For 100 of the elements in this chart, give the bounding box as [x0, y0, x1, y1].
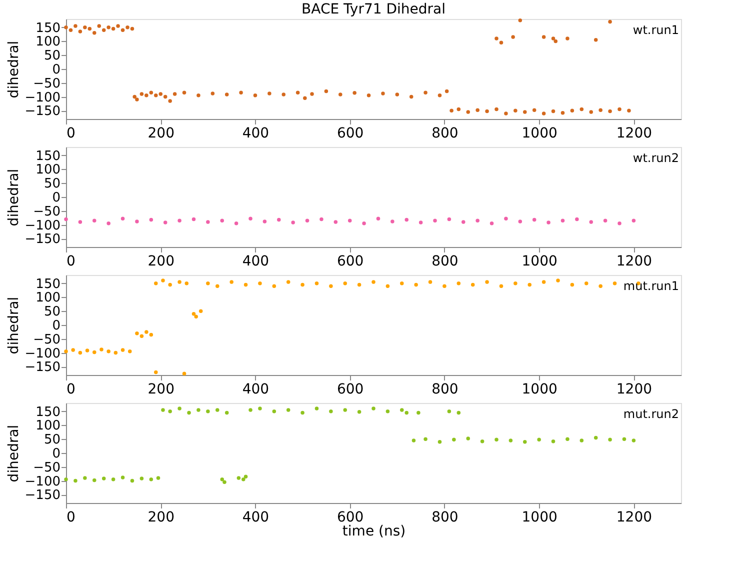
point — [528, 282, 532, 287]
point — [102, 476, 106, 480]
y-tick-label: −150 — [24, 360, 60, 376]
y-tick-label: −100 — [24, 218, 60, 234]
point — [428, 280, 432, 284]
point — [78, 350, 82, 355]
point — [111, 478, 116, 482]
point — [244, 282, 248, 287]
point — [194, 314, 198, 319]
point — [135, 331, 139, 336]
x-tick-label: 1200 — [616, 254, 652, 270]
point — [372, 406, 376, 410]
point — [508, 438, 513, 442]
point — [598, 284, 602, 288]
y-axis-title: dihedral — [6, 296, 22, 354]
point — [222, 480, 226, 484]
point — [248, 408, 252, 412]
point — [514, 281, 518, 286]
point — [149, 332, 154, 337]
point — [120, 476, 125, 480]
point — [178, 280, 182, 284]
point — [161, 278, 165, 282]
x-tick-label: 600 — [336, 254, 364, 270]
point — [480, 439, 484, 444]
chart-title: BACE Tyr71 Dihedral — [302, 2, 446, 18]
x-tick-label: 200 — [148, 254, 174, 270]
y-tick-label: 0 — [52, 62, 60, 78]
y-tick-label: −100 — [24, 346, 60, 362]
annotation: wt.run2 — [632, 151, 679, 165]
point — [466, 436, 470, 440]
point — [242, 478, 246, 482]
point — [144, 330, 148, 334]
point — [130, 478, 134, 483]
point — [357, 410, 362, 414]
point — [206, 409, 210, 414]
x-tick-label: 1200 — [616, 510, 652, 526]
point — [456, 410, 461, 415]
point — [206, 281, 210, 286]
point — [424, 437, 428, 441]
point — [622, 437, 626, 441]
point — [594, 436, 598, 440]
point — [343, 408, 347, 412]
x-tick-label: 800 — [432, 510, 458, 526]
x-tick-label: 600 — [336, 126, 364, 142]
point — [64, 350, 68, 354]
annotation: wt.run1 — [632, 23, 679, 37]
x-tick-label: 600 — [336, 510, 364, 526]
y-tick-label: 50 — [44, 176, 60, 192]
y-tick-label: 0 — [52, 190, 60, 206]
point — [192, 312, 196, 316]
x-tick-label: 600 — [336, 382, 364, 398]
point — [400, 281, 404, 286]
point — [236, 476, 241, 480]
point — [566, 437, 570, 441]
point — [220, 478, 224, 482]
y-tick-label: 100 — [36, 34, 60, 50]
point — [114, 350, 118, 355]
x-tick-label: 1000 — [522, 254, 558, 270]
point — [92, 350, 96, 354]
x-axis-title: time (ns) — [342, 524, 406, 540]
point — [580, 438, 584, 442]
point — [329, 409, 333, 414]
point — [156, 476, 160, 480]
point — [452, 438, 456, 442]
y-axis-title: dihedral — [6, 424, 22, 482]
y-tick-label: 150 — [36, 148, 60, 164]
annotation: mut.run1 — [623, 279, 679, 293]
point — [258, 406, 262, 410]
point — [92, 478, 96, 482]
point — [456, 281, 461, 286]
x-tick-label: 400 — [242, 510, 270, 526]
y-tick-label: −150 — [24, 232, 60, 248]
point — [485, 280, 489, 284]
point — [556, 278, 560, 282]
y-tick-label: 0 — [52, 446, 60, 462]
point — [106, 350, 110, 354]
y-axis-title: dihedral — [6, 168, 22, 226]
x-tick-label: 200 — [148, 382, 174, 398]
point — [632, 438, 636, 442]
point — [494, 438, 498, 442]
point — [100, 348, 104, 352]
point — [154, 281, 158, 286]
y-tick-label: −100 — [24, 474, 60, 490]
point — [258, 281, 262, 286]
y-tick-label: 50 — [44, 304, 60, 320]
point — [386, 284, 390, 288]
x-tick-label: 800 — [432, 382, 458, 398]
x-tick-label: 200 — [148, 510, 174, 526]
point — [329, 284, 333, 288]
y-tick-label: −150 — [24, 488, 60, 504]
point — [244, 474, 248, 478]
point — [386, 409, 390, 414]
x-tick-label: 1000 — [522, 382, 558, 398]
point — [372, 280, 376, 284]
point — [120, 348, 125, 352]
point — [343, 281, 347, 286]
x-tick-label: 1200 — [616, 382, 652, 398]
point — [470, 282, 475, 287]
point — [230, 280, 234, 284]
point — [184, 281, 189, 286]
